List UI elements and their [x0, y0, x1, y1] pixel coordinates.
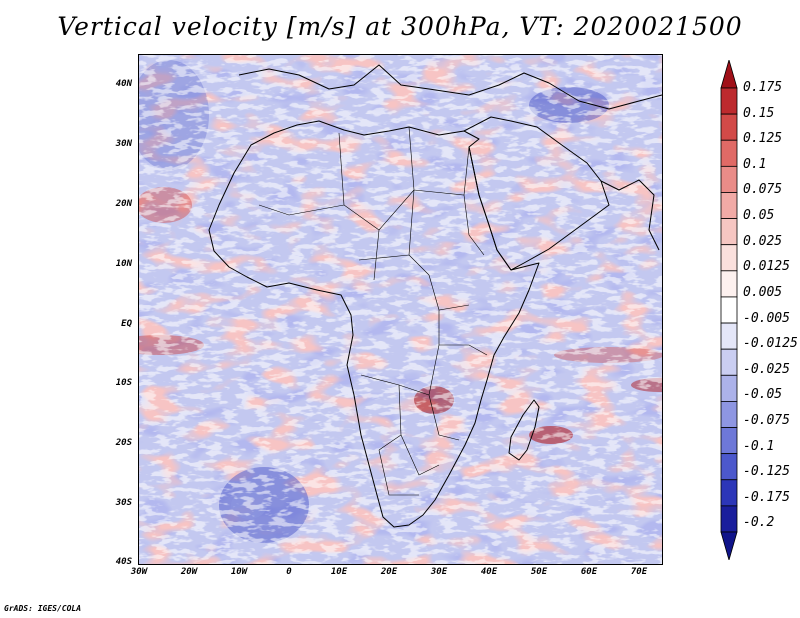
colorbar-label: 0.05 [743, 208, 775, 223]
country-borders [258, 126, 488, 496]
lat-tick-label: 40S [115, 557, 132, 567]
lon-tick-label: 10W [230, 567, 248, 577]
colorbar-max-arrow [720, 60, 738, 89]
colorbar-label: -0.175 [743, 490, 790, 505]
colorbar-min-arrow [720, 531, 738, 560]
border-lines [258, 126, 488, 496]
colorbar-swatch [720, 165, 738, 193]
colorbar-label: -0.075 [743, 413, 790, 428]
lat-tick-label: 30S [115, 498, 132, 508]
credit-text: GrADS: IGES/COLA [4, 604, 82, 613]
colorbar-swatch [720, 139, 738, 167]
colorbar-label: -0.0125 [743, 336, 798, 351]
colorbar-swatch [720, 87, 738, 115]
colorbar-label: 0.0125 [743, 259, 790, 274]
lat-tick-label: 40N [115, 79, 132, 89]
colorbar-label: 0.15 [743, 106, 775, 121]
map-title: Vertical velocity [m/s] at 300hPa, VT: 2… [57, 12, 743, 41]
lon-tick-label: 50E [530, 567, 548, 577]
colorbar-label: -0.2 [743, 515, 775, 530]
madagascar-coastline [508, 399, 540, 461]
colorbar-swatch [720, 505, 738, 533]
colorbar-label: 0.025 [743, 234, 783, 249]
colorbar-label: 0.125 [743, 131, 783, 146]
colorbar-swatch [720, 427, 738, 455]
lon-tick-label: 10E [330, 567, 348, 577]
lon-tick-label: 40E [480, 567, 498, 577]
colorbar-swatch [720, 192, 738, 219]
colorbar-swatch [720, 374, 738, 402]
colorbar-label: -0.025 [743, 362, 790, 377]
colorbar-label: -0.05 [743, 387, 783, 402]
lat-tick-label: 20S [115, 438, 132, 448]
lon-tick-label: 20W [180, 567, 198, 577]
colorbar-swatch [720, 244, 738, 272]
vertical-velocity-field [139, 55, 662, 564]
lon-tick-label: 70E [630, 567, 648, 577]
colorbar-swatch [720, 348, 738, 376]
colorbar-label: 0.1 [743, 157, 767, 172]
europe-coastline [238, 64, 662, 110]
colorbar-swatch [720, 401, 738, 428]
lat-tick-label: 30N [115, 139, 132, 149]
colorbar-label: 0.175 [743, 80, 783, 95]
arabia-coastline [463, 116, 610, 271]
lat-tick-label: 10N [115, 259, 132, 269]
colorbar [720, 60, 738, 560]
colorbar-label: -0.005 [743, 311, 790, 326]
field-speckle [139, 55, 662, 564]
map-panel [138, 54, 663, 565]
asia-coastline [600, 179, 660, 251]
colorbar-swatch [720, 322, 738, 350]
colorbar-label: 0.075 [743, 182, 783, 197]
lat-tick-label: EQ [121, 319, 132, 329]
lon-tick-label: 20E [380, 567, 398, 577]
colorbar-swatch [720, 218, 738, 246]
colorbar-label: -0.125 [743, 464, 790, 479]
lon-tick-label: 60E [580, 567, 598, 577]
lon-tick-label: 30W [130, 567, 148, 577]
colorbar-label: 0.005 [743, 285, 783, 300]
colorbar-label: -0.1 [743, 439, 775, 454]
lat-tick-label: 10S [115, 378, 132, 388]
coastlines [208, 64, 662, 528]
colorbar-swatch [720, 296, 738, 324]
colorbar-swatch [720, 270, 738, 298]
colorbar-swatch [720, 453, 738, 481]
colorbar-swatch [720, 479, 738, 507]
colorbar-swatch [720, 113, 738, 141]
lat-tick-label: 20N [115, 199, 132, 209]
lon-tick-label: 30E [430, 567, 448, 577]
africa-coastline [208, 120, 540, 528]
lon-tick-label: 0 [286, 567, 292, 577]
